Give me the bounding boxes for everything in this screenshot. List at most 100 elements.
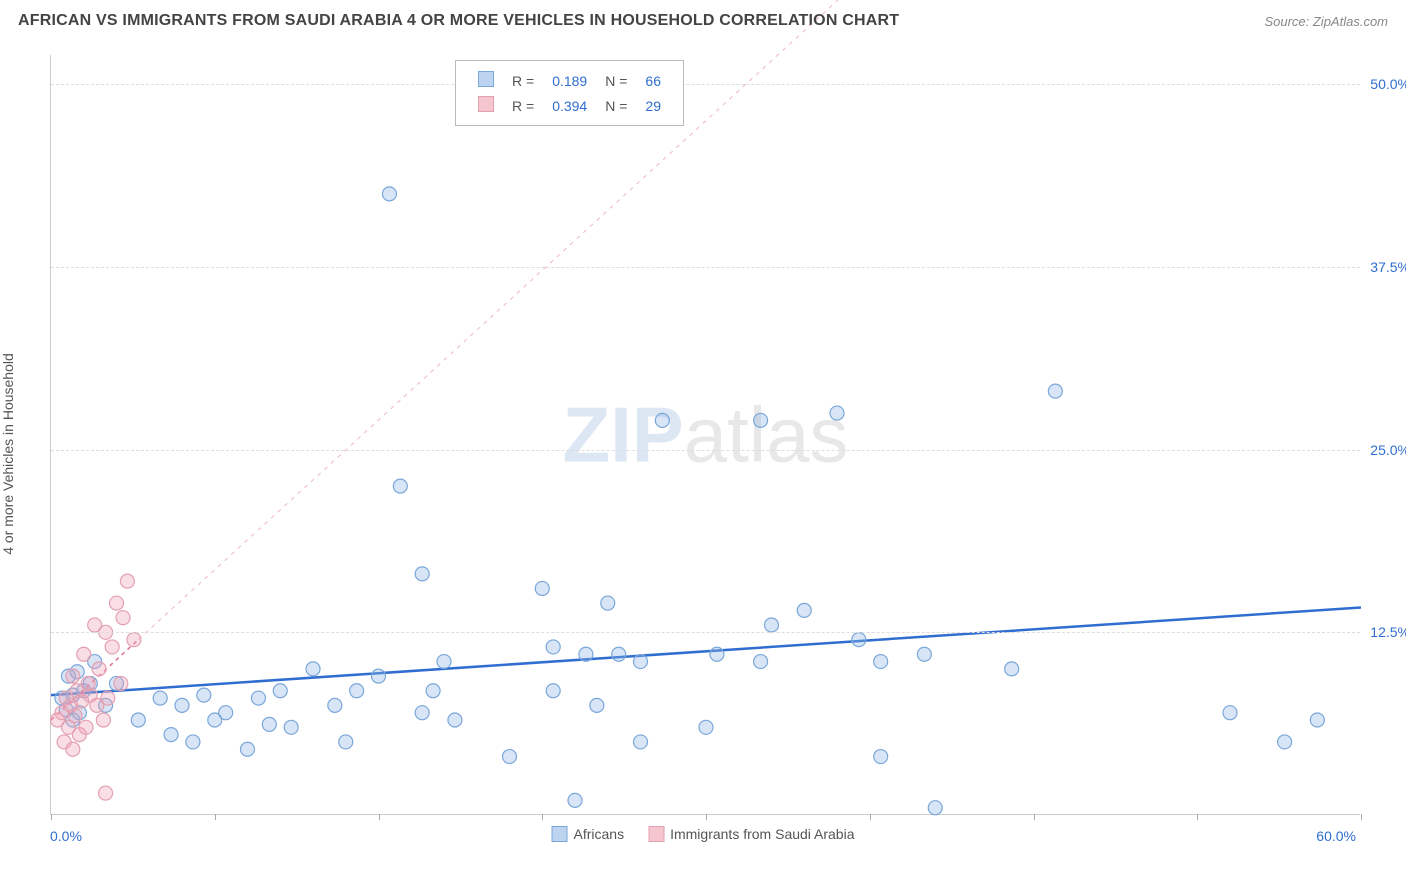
x-tick <box>542 814 543 820</box>
data-point <box>710 647 724 661</box>
data-point <box>186 735 200 749</box>
data-point <box>754 413 768 427</box>
data-point <box>874 750 888 764</box>
data-point <box>262 717 276 731</box>
header-row: AFRICAN VS IMMIGRANTS FROM SAUDI ARABIA … <box>18 12 1388 30</box>
x-tick <box>706 814 707 820</box>
data-point <box>852 633 866 647</box>
x-tick <box>870 814 871 820</box>
gridline <box>51 632 1360 633</box>
data-point <box>110 596 124 610</box>
data-point <box>393 479 407 493</box>
stats-n-label: N = <box>597 94 635 117</box>
data-point <box>284 720 298 734</box>
data-point <box>241 742 255 756</box>
gridline <box>51 450 1360 451</box>
legend-item: Immigrants from Saudi Arabia <box>648 826 854 842</box>
legend-swatch <box>648 826 664 842</box>
data-point <box>503 750 517 764</box>
data-point <box>251 691 265 705</box>
y-axis-label: 4 or more Vehicles in Household <box>0 353 16 555</box>
data-point <box>105 640 119 654</box>
data-point <box>754 655 768 669</box>
stats-r-label: R = <box>504 69 542 92</box>
bottom-legend: Africans Immigrants from Saudi Arabia <box>552 826 855 842</box>
data-point <box>797 603 811 617</box>
scatter-chart-svg <box>51 55 1360 814</box>
x-tick <box>1197 814 1198 820</box>
data-point <box>164 728 178 742</box>
data-point <box>535 581 549 595</box>
data-point <box>99 786 113 800</box>
gridline <box>51 84 1360 85</box>
data-point <box>601 596 615 610</box>
x-axis-max-label: 60.0% <box>1316 828 1356 844</box>
x-tick <box>51 814 52 820</box>
data-point <box>120 574 134 588</box>
data-point <box>655 413 669 427</box>
stats-n-value: 66 <box>637 69 669 92</box>
data-point <box>306 662 320 676</box>
legend-label: Immigrants from Saudi Arabia <box>670 826 854 842</box>
legend-swatch <box>478 71 494 87</box>
data-point <box>568 793 582 807</box>
data-point <box>928 801 942 815</box>
data-point <box>1310 713 1324 727</box>
stats-legend-box: R =0.189N =66R =0.394N =29 <box>455 60 684 126</box>
data-point <box>127 633 141 647</box>
x-tick <box>1034 814 1035 820</box>
data-point <box>1278 735 1292 749</box>
stats-row: R =0.189N =66 <box>470 69 669 92</box>
x-tick <box>379 814 380 820</box>
data-point <box>131 713 145 727</box>
y-tick-label: 12.5% <box>1362 624 1406 640</box>
stats-r-value: 0.394 <box>544 94 595 117</box>
stats-row: R =0.394N =29 <box>470 94 669 117</box>
data-point <box>634 735 648 749</box>
data-point <box>765 618 779 632</box>
data-point <box>415 567 429 581</box>
data-point <box>830 406 844 420</box>
legend-label: Africans <box>574 826 625 842</box>
data-point <box>382 187 396 201</box>
data-point <box>612 647 626 661</box>
stats-n-value: 29 <box>637 94 669 117</box>
data-point <box>350 684 364 698</box>
regression-line <box>51 607 1361 695</box>
data-point <box>437 655 451 669</box>
data-point <box>153 691 167 705</box>
data-point <box>339 735 353 749</box>
y-tick-label: 25.0% <box>1362 442 1406 458</box>
stats-r-label: R = <box>504 94 542 117</box>
data-point <box>546 684 560 698</box>
source-label: Source: ZipAtlas.com <box>1264 14 1388 29</box>
y-tick-label: 37.5% <box>1362 259 1406 275</box>
data-point <box>79 720 93 734</box>
data-point <box>415 706 429 720</box>
data-point <box>448 713 462 727</box>
data-point <box>874 655 888 669</box>
data-point <box>66 742 80 756</box>
data-point <box>699 720 713 734</box>
data-point <box>114 676 128 690</box>
data-point <box>1005 662 1019 676</box>
data-point <box>546 640 560 654</box>
data-point <box>590 698 604 712</box>
data-point <box>917 647 931 661</box>
chart-title: AFRICAN VS IMMIGRANTS FROM SAUDI ARABIA … <box>18 12 899 30</box>
data-point <box>219 706 233 720</box>
plot-area: ZIPatlas 12.5%25.0%37.5%50.0% <box>50 55 1360 815</box>
data-point <box>579 647 593 661</box>
data-point <box>197 688 211 702</box>
legend-item: Africans <box>552 826 625 842</box>
gridline <box>51 267 1360 268</box>
x-tick <box>1361 814 1362 820</box>
data-point <box>1223 706 1237 720</box>
x-axis-min-label: 0.0% <box>50 828 82 844</box>
data-point <box>273 684 287 698</box>
data-point <box>96 713 110 727</box>
legend-swatch <box>552 826 568 842</box>
data-point <box>77 647 91 661</box>
data-point <box>328 698 342 712</box>
data-point <box>426 684 440 698</box>
